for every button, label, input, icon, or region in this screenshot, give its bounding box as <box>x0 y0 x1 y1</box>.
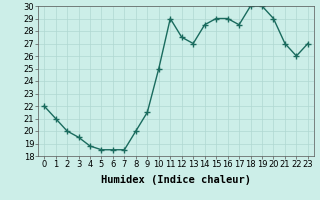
X-axis label: Humidex (Indice chaleur): Humidex (Indice chaleur) <box>101 175 251 185</box>
